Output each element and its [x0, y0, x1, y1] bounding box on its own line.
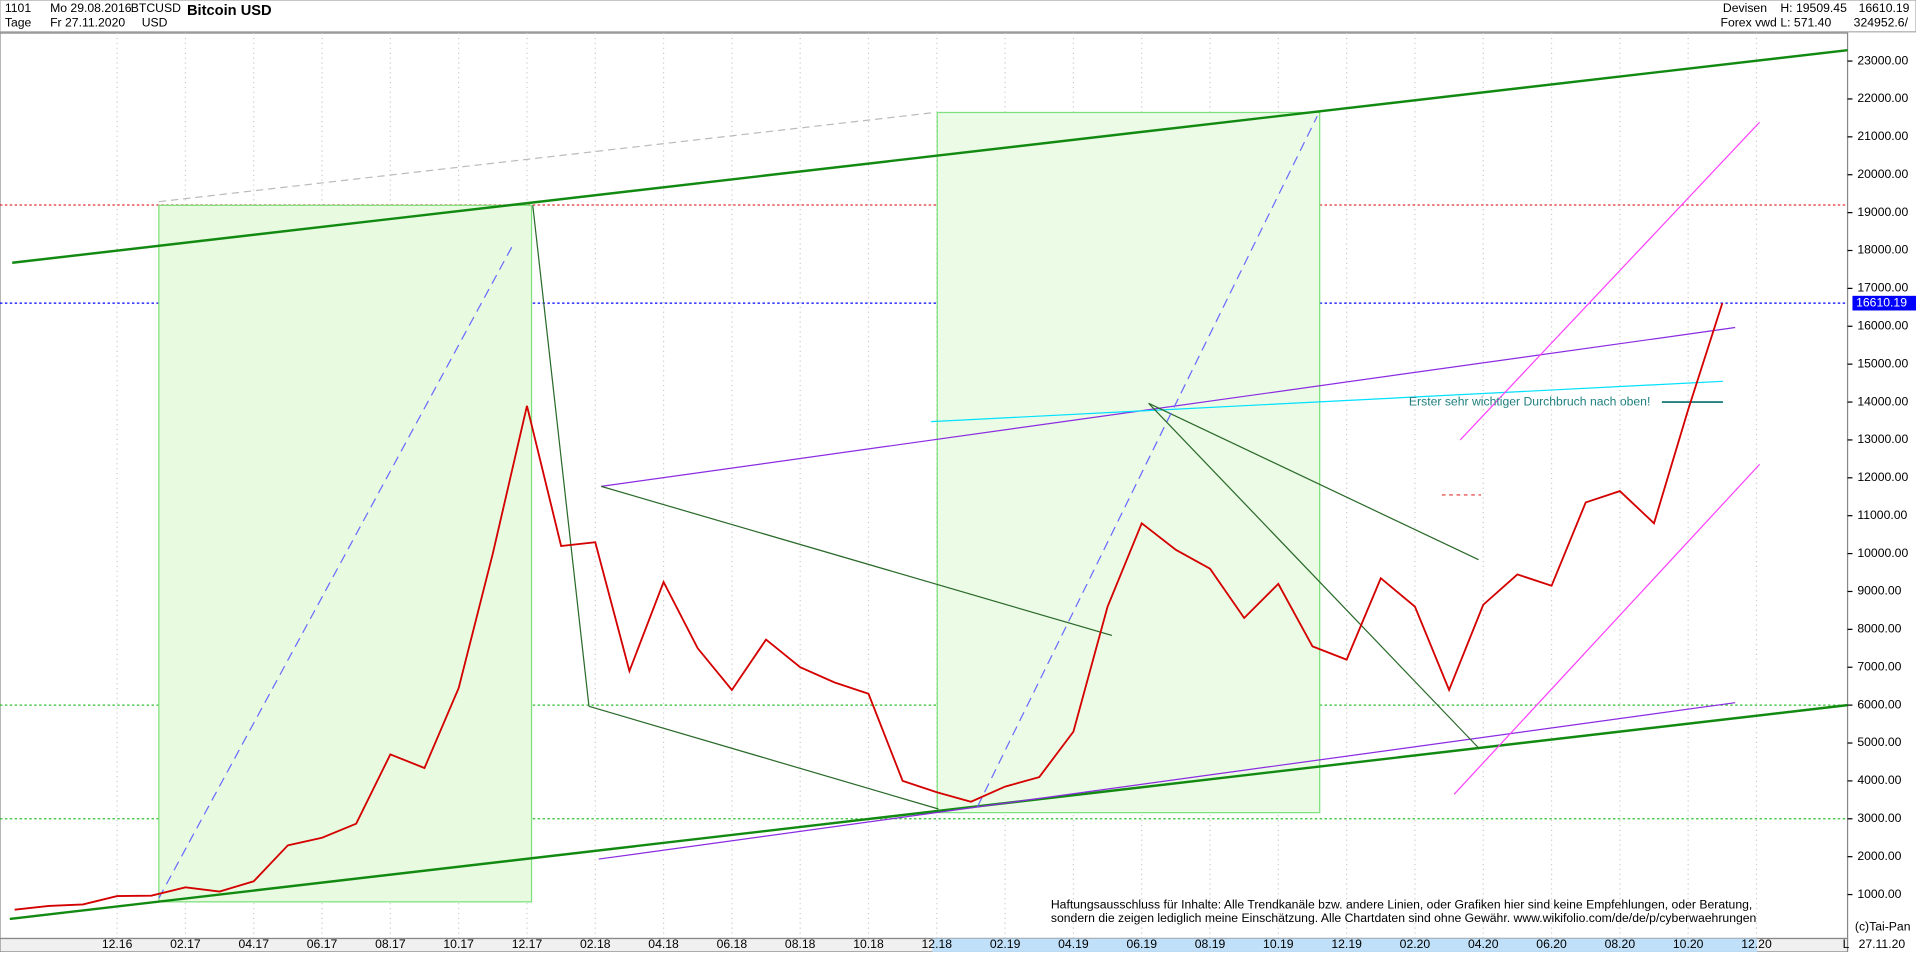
- y-tick-label: 14000.00: [1857, 394, 1908, 408]
- y-tick-label: 10000.00: [1857, 546, 1908, 560]
- trend-line: [1453, 463, 1761, 795]
- x-tick-label: 08.20: [1605, 937, 1636, 951]
- low: L: 571.40: [1780, 15, 1831, 29]
- trend-line: [532, 205, 590, 707]
- copyright: (c)Tai-Pan: [1855, 920, 1911, 934]
- trend-line: [601, 326, 1736, 487]
- end-date-label: 27.11.20: [1859, 937, 1906, 951]
- x-tick-label: 10.18: [853, 937, 884, 951]
- y-tick-label: 11000.00: [1857, 508, 1907, 522]
- drawings: [9, 48, 1848, 921]
- y-tick-label: 4000.00: [1857, 773, 1901, 787]
- price-tag: [1852, 295, 1916, 311]
- x-tick-label: 02.20: [1400, 937, 1431, 951]
- y-tick-label: 5000.00: [1857, 735, 1901, 749]
- y-tick-label: 18000.00: [1857, 243, 1908, 257]
- y-tick-label: 8000.00: [1857, 622, 1901, 636]
- currency: USD: [142, 15, 168, 29]
- x-tick-label: 06.19: [1126, 937, 1157, 951]
- x-tick-label: 08.17: [375, 937, 406, 951]
- y-tick-label: 9000.00: [1857, 584, 1901, 598]
- x-tick-label: 06.20: [1536, 937, 1567, 951]
- header-bar: [0, 0, 1916, 33]
- x-tick-label: 04.18: [648, 937, 679, 951]
- trend-line: [158, 244, 514, 899]
- y-tick-label: 19000.00: [1857, 205, 1908, 219]
- y-tick-label: 17000.00: [1857, 281, 1908, 295]
- x-tick-label: 12.16: [102, 937, 133, 951]
- x-tick-label: 12.17: [512, 937, 543, 951]
- x-tick-label: 04.20: [1468, 937, 1499, 951]
- chart-id: 1101: [5, 1, 31, 15]
- y-tick-label: 22000.00: [1857, 91, 1908, 105]
- y-tick-label: 7000.00: [1857, 659, 1901, 673]
- end-date: Fr 27.11.2020: [50, 15, 125, 29]
- x-tick-label: 10.20: [1673, 937, 1704, 951]
- y-tick-label: 15000.00: [1857, 356, 1908, 370]
- trend-line: [931, 380, 1723, 423]
- x-tick-label: 10.19: [1263, 937, 1294, 951]
- volume: 324952.6/: [1854, 15, 1909, 29]
- price-line: [14, 302, 1724, 911]
- x-tick-label: 08.18: [785, 937, 816, 951]
- trend-line: [12, 48, 1848, 264]
- x-tick-label: 02.19: [990, 937, 1021, 951]
- y-tick-label: 6000.00: [1857, 697, 1901, 711]
- x-tick-label: 02.17: [170, 937, 201, 951]
- x-tick-label: 04.19: [1058, 937, 1089, 951]
- trend-line: [1459, 121, 1761, 441]
- x-tick-label: 12.18: [922, 937, 953, 951]
- x-tick-label: 12.20: [1741, 937, 1772, 951]
- start-date: Mo 29.08.2016: [50, 1, 132, 15]
- trend-line: [598, 702, 1736, 860]
- market: Devisen: [1723, 1, 1767, 15]
- x-tick-label: 12.19: [1331, 937, 1362, 951]
- y-tick-label: 12000.00: [1857, 470, 1908, 484]
- price-tag-label: 16610.19: [1856, 295, 1907, 309]
- x-tick-label: 04.17: [238, 937, 269, 951]
- x-tick-label: 08.19: [1195, 937, 1226, 951]
- chart-title: Bitcoin USD: [187, 3, 272, 19]
- disclaimer: sondern die zeigen lediglich meine Einsc…: [1051, 911, 1757, 925]
- x-tick-label: 10.17: [443, 937, 474, 951]
- y-tick-label: 16000.00: [1857, 318, 1908, 332]
- trend-line: [9, 703, 1848, 921]
- trend-line: [1148, 402, 1479, 749]
- trend-line: [601, 485, 1113, 637]
- trend-line: [1148, 402, 1479, 561]
- y-tick-label: 1000.00: [1857, 887, 1901, 901]
- x-tick-label: 02.18: [580, 937, 611, 951]
- y-tick-label: 3000.00: [1857, 811, 1901, 825]
- symbol: BTCUSD: [131, 1, 181, 15]
- last-price: 16610.19: [1859, 1, 1910, 15]
- period: Tage: [5, 15, 32, 29]
- high: H: 19509.45: [1780, 1, 1847, 15]
- x-tick-label: 06.17: [307, 937, 338, 951]
- scale-mode: L: [1843, 937, 1850, 951]
- annotation: Erster sehr wichtiger Durchbruch nach ob…: [1409, 394, 1650, 408]
- zone: [936, 111, 1321, 814]
- y-tick-label: 21000.00: [1857, 129, 1908, 143]
- source: Forex vwd: [1720, 15, 1776, 29]
- y-tick-label: 23000.00: [1857, 53, 1908, 67]
- zone: [158, 204, 533, 903]
- y-tick-label: 2000.00: [1857, 849, 1901, 863]
- trend-line: [588, 705, 939, 810]
- selected-range: [932, 938, 1758, 952]
- trend-line: [158, 111, 935, 203]
- trend-line: [977, 115, 1318, 807]
- y-tick-label: 20000.00: [1857, 167, 1908, 181]
- y-tick-label: 13000.00: [1857, 432, 1908, 446]
- disclaimer: Haftungsausschluss für Inhalte: Alle Tre…: [1051, 898, 1752, 912]
- x-tick-label: 06.18: [717, 937, 748, 951]
